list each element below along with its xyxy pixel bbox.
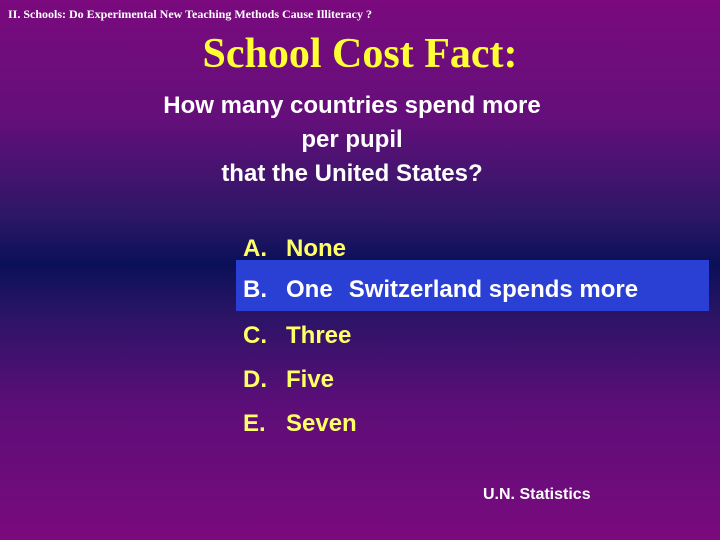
option-letter: D.	[243, 366, 267, 393]
option-text: Three	[286, 322, 352, 349]
slide-header: II. Schools: Do Experimental New Teachin…	[8, 7, 372, 21]
slide-title: School Cost Fact:	[202, 31, 518, 77]
option-letter: B.	[243, 276, 267, 303]
answer-note: Switzerland spends more	[348, 276, 639, 303]
option-text: None	[286, 235, 346, 262]
question-text: How many countries spend more per pupil …	[120, 89, 584, 191]
option-a: A. None	[243, 234, 346, 264]
question-line-1: How many countries spend more	[163, 92, 541, 119]
option-b: B. One Switzerland spends more	[243, 275, 638, 305]
option-text: Seven	[286, 410, 357, 437]
option-letter: C.	[243, 322, 267, 349]
option-e: E. Seven	[243, 409, 357, 439]
option-d: D. Five	[243, 365, 334, 395]
option-text: One	[286, 276, 333, 303]
option-letter: E.	[243, 410, 266, 437]
option-text: Five	[286, 366, 335, 393]
option-c: C. Three	[243, 321, 351, 351]
answer-highlight	[236, 260, 709, 311]
question-line-3: that the United States?	[221, 160, 483, 187]
source-label: U.N. Statistics	[483, 486, 591, 503]
option-letter: A.	[243, 235, 267, 262]
question-line-2: per pupil	[301, 126, 403, 153]
